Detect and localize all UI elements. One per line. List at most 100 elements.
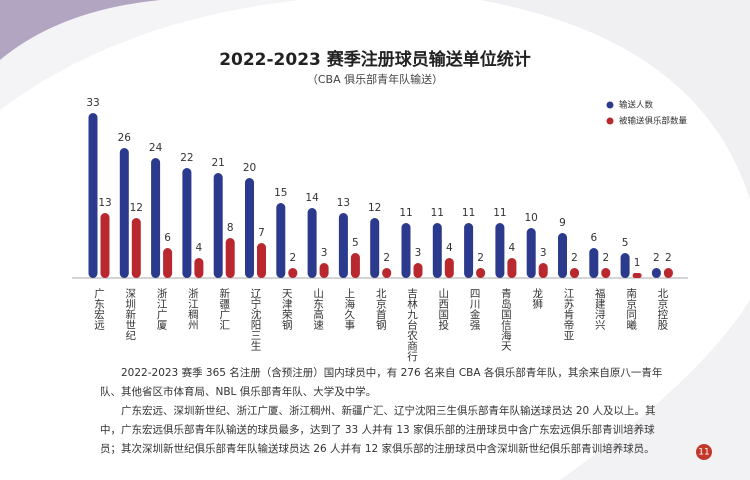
decoration (0, 0, 300, 110)
value-label: 11 (399, 207, 412, 219)
bar (589, 248, 599, 278)
bar (570, 268, 579, 278)
bar (163, 248, 173, 278)
value-label: 2 (289, 252, 296, 264)
value-label: 21 (212, 157, 225, 169)
bar (432, 223, 442, 278)
value-label: 1 (634, 257, 641, 269)
value-label: 10 (525, 212, 538, 224)
x-tick-label: 龙狮 (531, 287, 543, 309)
bar (382, 268, 392, 278)
bar (507, 258, 517, 278)
paragraph: 2022-2023 赛季 365 名注册（含预注册）国内球员中，有 276 名来… (100, 367, 663, 398)
bar (288, 268, 298, 278)
x-tick-label: 天津荣钢 (281, 288, 293, 331)
value-label: 2 (571, 252, 578, 264)
bar (276, 203, 286, 278)
bar (601, 268, 611, 278)
value-label: 15 (274, 187, 287, 199)
value-label: 2 (653, 252, 660, 264)
paragraph: 广东宏远、深圳新世纪、浙江广厦、浙江稠州、新疆广汇、辽宁沈阳三生俱乐部青年队输送… (100, 405, 656, 455)
value-label: 5 (622, 237, 629, 249)
bar (413, 263, 423, 278)
value-label: 3 (540, 247, 547, 259)
value-label: 4 (446, 242, 453, 254)
bar (538, 263, 548, 278)
bar (476, 268, 486, 278)
bar (257, 243, 266, 278)
value-label: 12 (130, 202, 143, 214)
x-tick-label: 青岛国信海天 (500, 287, 512, 352)
bar (307, 208, 317, 278)
x-tick-label: 深圳新世纪 (124, 288, 136, 341)
x-tick-label: 四川金强 (469, 288, 481, 331)
value-label: 3 (415, 247, 422, 259)
x-tick-label: 浙江稠州 (187, 288, 199, 330)
bar (632, 273, 642, 278)
bar (370, 218, 380, 278)
value-label: 7 (258, 227, 265, 239)
legend-label: 被输送俱乐部数量 (619, 116, 688, 127)
bar (88, 113, 98, 278)
bar (651, 268, 661, 278)
bar (338, 213, 348, 278)
bar (444, 258, 454, 278)
x-tick-label: 南京同曦 (625, 287, 637, 331)
bar (119, 148, 129, 278)
value-label: 12 (368, 202, 381, 214)
value-label: 11 (431, 207, 444, 219)
value-label: 33 (86, 97, 99, 109)
decoration (480, 0, 750, 200)
value-label: 2 (602, 252, 609, 264)
value-label: 6 (590, 232, 597, 244)
value-label: 24 (149, 142, 163, 154)
bar (663, 268, 673, 278)
x-tick-label: 广东宏远 (93, 288, 105, 331)
chart-title: 2022-2023 赛季注册球员输送单位统计 (219, 49, 531, 70)
x-tick-label: 山西国投 (437, 288, 449, 331)
bar (100, 213, 110, 278)
chart-subtitle: （CBA 俱乐部青年队输送） (307, 72, 443, 86)
value-label: 5 (352, 237, 359, 249)
bar (350, 253, 360, 278)
value-label: 26 (118, 132, 132, 144)
x-tick-label: 浙江广厦 (156, 288, 168, 330)
page-number: 11 (698, 448, 709, 458)
bar (620, 253, 630, 278)
bar (225, 238, 235, 278)
legend-marker (606, 101, 614, 109)
page-badge (696, 444, 712, 460)
value-label: 8 (227, 222, 234, 234)
x-tick-label: 福建浔兴 (594, 287, 606, 331)
value-label: 22 (180, 152, 193, 164)
bar (495, 223, 505, 278)
bar (464, 223, 474, 278)
x-tick-label: 新疆广汇 (218, 287, 230, 331)
value-label: 4 (196, 242, 203, 254)
value-label: 20 (243, 162, 256, 174)
value-label: 3 (321, 247, 328, 259)
legend-label: 输送人数 (619, 100, 654, 111)
value-label: 2 (383, 252, 390, 264)
x-tick-label: 辽宁沈阳三生 (250, 288, 262, 351)
legend-marker (606, 117, 614, 125)
x-tick-label: 北京控股 (656, 288, 668, 331)
bar (151, 158, 161, 278)
value-label: 2 (477, 252, 484, 264)
value-label: 2 (665, 252, 672, 264)
value-label: 14 (305, 192, 319, 204)
bar (558, 233, 567, 278)
value-label: 11 (493, 207, 506, 219)
bar (194, 258, 204, 278)
value-label: 9 (559, 217, 566, 229)
x-tick-label: 北京首钢 (375, 288, 387, 331)
bar (319, 263, 329, 278)
bar (401, 223, 411, 278)
x-tick-label: 江苏肯帝亚 (563, 288, 575, 341)
x-tick-label: 上海久事 (343, 288, 355, 330)
bar (526, 228, 536, 278)
value-label: 13 (98, 197, 111, 209)
bar (213, 173, 223, 278)
x-tick-label: 山东高速 (312, 288, 324, 330)
